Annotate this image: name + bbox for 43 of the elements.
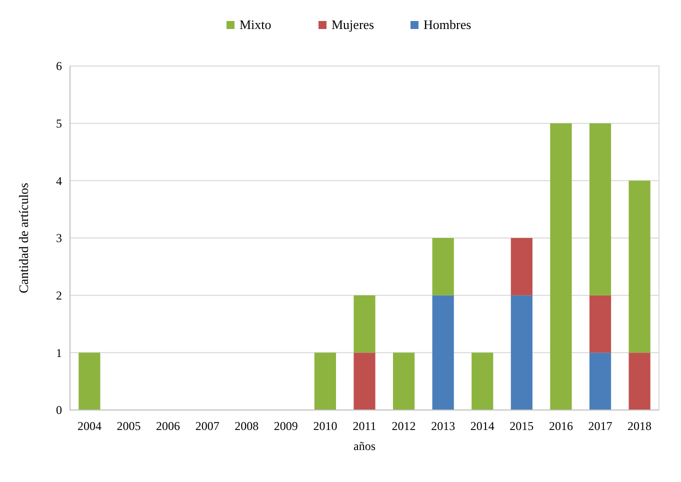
bar xyxy=(432,238,454,296)
y-tick-label: 5 xyxy=(56,116,62,131)
y-tick-label: 3 xyxy=(56,231,62,246)
y-tick-label: 2 xyxy=(56,288,62,303)
bar xyxy=(314,352,336,410)
x-axis-title: años xyxy=(354,439,376,453)
bar xyxy=(354,352,376,410)
bar xyxy=(589,352,612,410)
bar xyxy=(392,352,415,410)
x-tick-label: 2018 xyxy=(628,419,652,433)
y-axis-title: Cantidad de artículos xyxy=(16,182,31,294)
x-tick-label: 2016 xyxy=(548,419,573,433)
x-tick-label: 2017 xyxy=(588,419,612,433)
x-tick-label: 2012 xyxy=(392,419,416,433)
y-tick-label: 4 xyxy=(56,174,62,188)
bar xyxy=(432,295,454,410)
bar xyxy=(589,123,612,296)
bar xyxy=(510,238,532,296)
bar xyxy=(78,352,100,410)
x-tick-label: 2006 xyxy=(156,419,180,433)
x-tick-label: 2004 xyxy=(77,419,102,433)
x-tick-label: 2007 xyxy=(195,419,220,433)
legend-label: Mujeres xyxy=(332,17,374,32)
x-tick-label: 2015 xyxy=(510,419,534,433)
x-tick-label: 2008 xyxy=(234,419,259,433)
x-tick-label: 2009 xyxy=(274,419,298,433)
bar xyxy=(472,352,494,410)
bar xyxy=(354,295,376,353)
bar xyxy=(628,180,650,353)
bar xyxy=(628,352,650,410)
legend-label: Hombres xyxy=(424,17,472,32)
bar xyxy=(589,295,612,353)
x-tick-label: 2011 xyxy=(352,419,376,433)
x-tick-label: 2005 xyxy=(116,419,141,433)
y-tick-label: 0 xyxy=(56,403,62,418)
x-tick-label: 2010 xyxy=(313,419,338,433)
legend-label: Mixto xyxy=(240,17,272,32)
bar xyxy=(550,123,572,410)
x-tick-label: 2014 xyxy=(470,419,494,433)
bar xyxy=(510,295,532,410)
y-tick-label: 1 xyxy=(56,346,62,360)
y-tick-label: 6 xyxy=(56,59,62,74)
x-tick-label: 2013 xyxy=(431,419,456,433)
